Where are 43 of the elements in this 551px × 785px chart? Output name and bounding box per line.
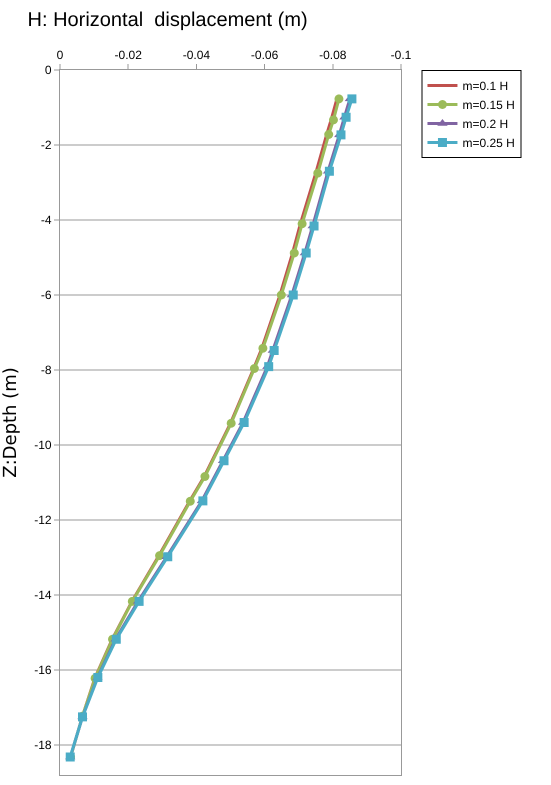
legend-label: m=0.2 H (462, 117, 508, 132)
point (186, 496, 195, 506)
x-tick-label: -0.08 (319, 48, 347, 62)
point (163, 552, 172, 562)
y-tick-label: -10 (34, 438, 52, 452)
x-tick-label: -0.06 (250, 48, 279, 62)
x-tick-label: -0.1 (390, 48, 412, 62)
y-tick-label: -8 (40, 363, 52, 378)
y-tick-label: 0 (44, 63, 52, 78)
point (342, 112, 351, 122)
point (298, 219, 307, 228)
point (264, 362, 274, 372)
point (200, 472, 210, 481)
y-tick-label: -18 (34, 738, 52, 752)
point (313, 168, 322, 178)
point (220, 456, 229, 466)
y-tick-label: -6 (40, 288, 52, 302)
y-tick-label: -2 (40, 138, 52, 152)
point (112, 634, 121, 644)
point (347, 94, 356, 104)
y-tick-label: -14 (34, 588, 52, 602)
point (334, 94, 344, 104)
point (226, 418, 236, 428)
point (258, 344, 268, 353)
legend-label: m=0.1 H (462, 79, 508, 94)
point (328, 115, 338, 124)
y-tick-label: -12 (34, 513, 52, 528)
point (310, 222, 319, 230)
point (324, 166, 334, 176)
y-tick-label: -4 (40, 213, 52, 228)
point (290, 248, 299, 258)
legend-label: m=0.25 H (462, 136, 515, 150)
x-tick-label: -0.04 (182, 48, 210, 62)
point (276, 290, 286, 300)
y-tick-label: -16 (34, 663, 52, 678)
chart-title: H: Horizontal displacement (m) (28, 8, 308, 31)
legend-label: m=0.15 H (462, 98, 515, 112)
point (324, 130, 334, 139)
x-tick-label: -0.02 (114, 48, 142, 62)
point (250, 364, 259, 373)
x-tick-label: 0 (56, 48, 64, 62)
point (155, 551, 164, 560)
y-axis-title: Z:Depth (m) (0, 367, 21, 478)
